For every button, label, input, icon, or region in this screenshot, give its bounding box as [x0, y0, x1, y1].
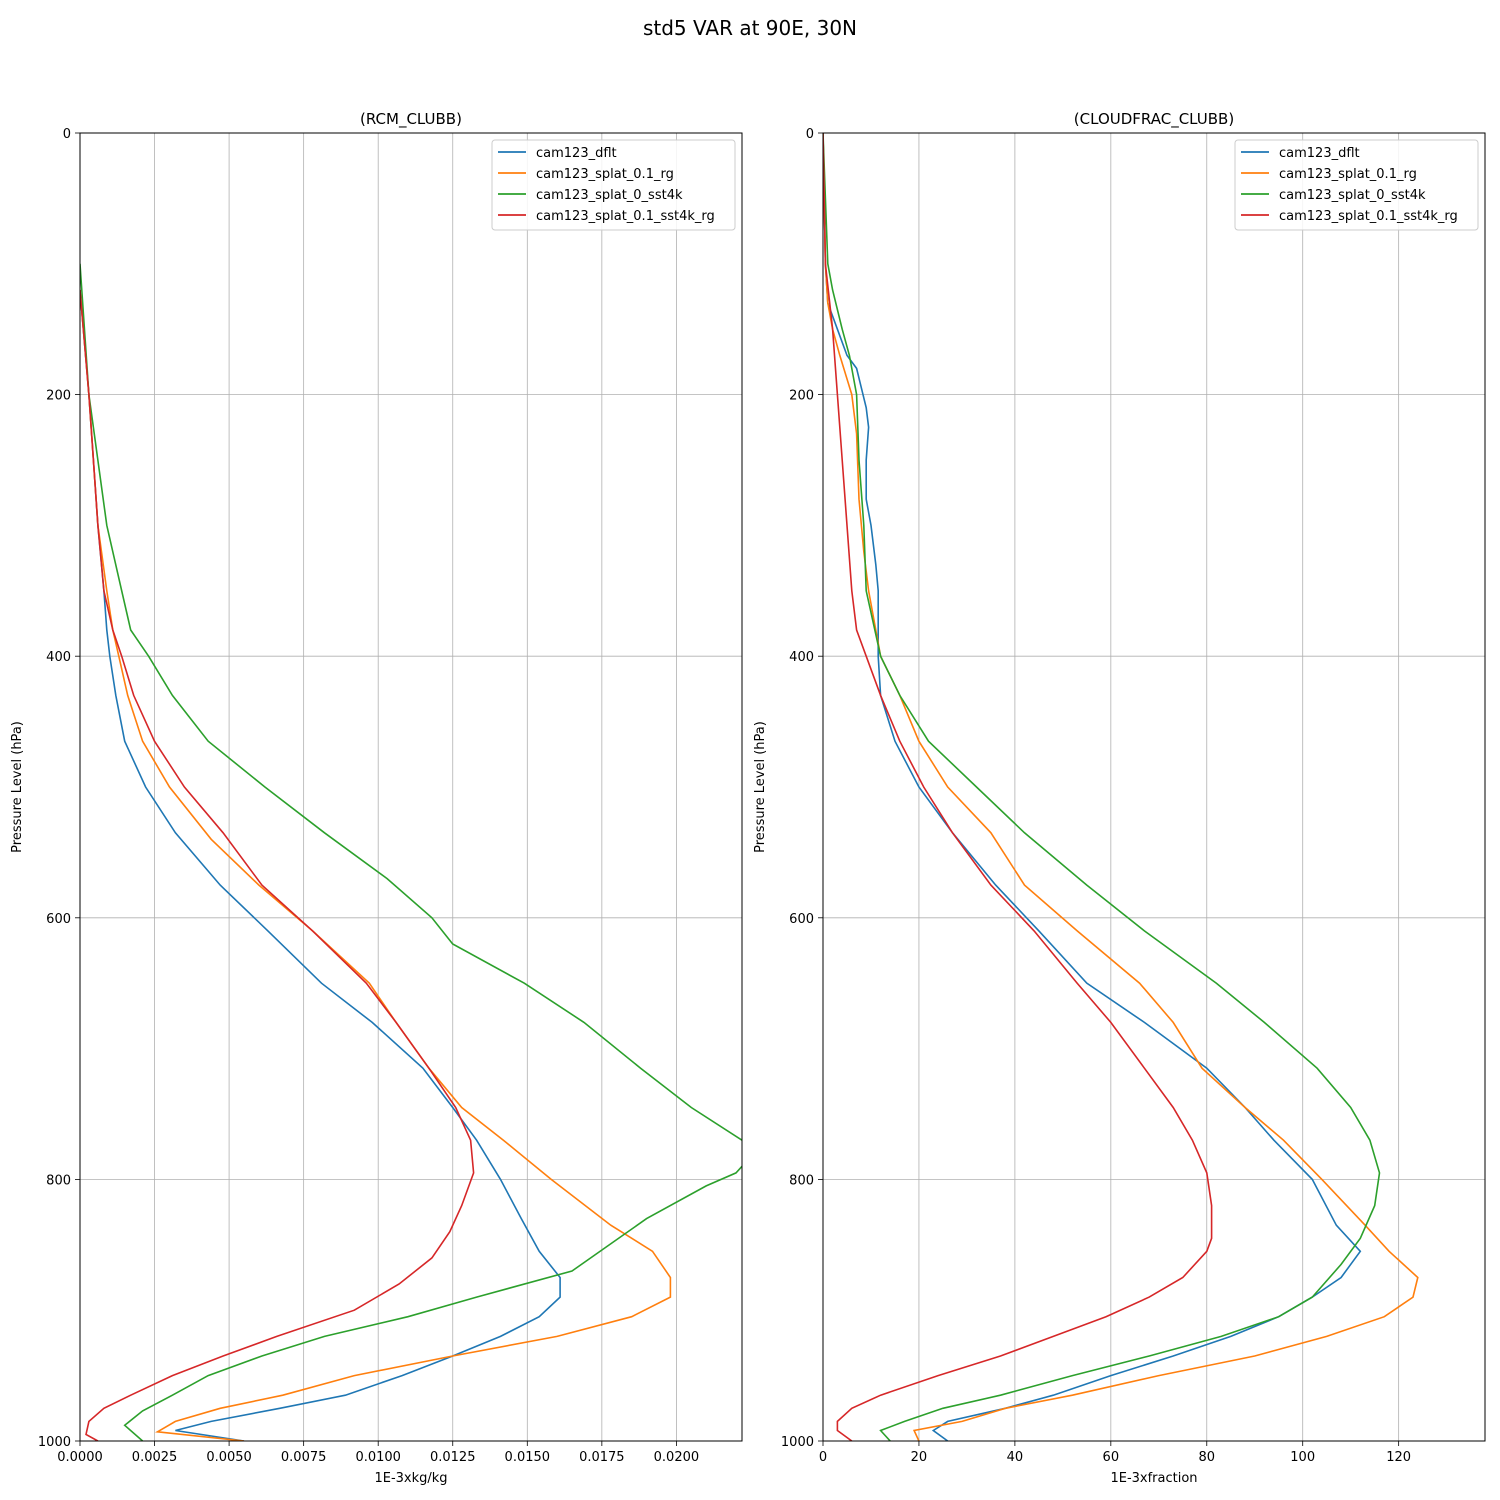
- series-line-cam123-splat-0-sst4k: [823, 133, 1381, 1441]
- x-tick-label: 20: [911, 1450, 928, 1465]
- legend-box: [1234, 139, 1479, 231]
- x-tick-label: 0.0150: [505, 1450, 551, 1465]
- y-axis-label: Pressure Level (hPa): [10, 721, 25, 853]
- x-tick-label: 120: [1386, 1450, 1411, 1465]
- legend-entry: cam123_dflt: [1279, 146, 1360, 161]
- legend-entry: cam123_splat_0_sst4k: [536, 188, 683, 203]
- x-tick-label: 0.0075: [281, 1450, 327, 1465]
- series-line-cam123-splat-0-1-rg: [80, 289, 672, 1441]
- y-tick-label: 600: [789, 912, 814, 927]
- series-line-cam123-splat-0-1-sst4k-rg: [823, 133, 1213, 1441]
- x-tick-label: 0.0200: [654, 1450, 700, 1465]
- y-tick-label: 200: [46, 389, 71, 404]
- series-line-cam123-splat-0-1-sst4k-rg: [80, 289, 475, 1441]
- legend-entry: cam123_splat_0.1_rg: [536, 167, 674, 182]
- legend-entry: cam123_splat_0.1_rg: [1279, 167, 1417, 182]
- x-tick-label: 40: [1007, 1450, 1024, 1465]
- x-tick-label: 0.0125: [430, 1450, 476, 1465]
- series-line-cam123-splat-0-sst4k: [80, 263, 742, 1441]
- legend-entry: cam123_splat_0.1_sst4k_rg: [536, 209, 715, 224]
- y-tick-label: 200: [789, 389, 814, 404]
- x-tick-label: 60: [1103, 1450, 1120, 1465]
- panel-title: (RCM_CLUBB): [360, 110, 462, 129]
- figure-suptitle: std5 VAR at 90E, 30N: [642, 16, 858, 40]
- x-tick-label: 80: [1198, 1450, 1215, 1465]
- series-line-cam123-dflt: [80, 289, 561, 1441]
- panel-rcm-clubb: 0.0000 0.0025 0.0050 0.0075 0.0100 0.0125 0.01…: [10, 110, 743, 1486]
- axes-frame: [822, 132, 1486, 1442]
- axes-frame: [79, 132, 743, 1442]
- y-tick-label: 0: [806, 127, 814, 142]
- x-tick-label: 0.0000: [57, 1450, 103, 1465]
- y-tick-label: 0: [63, 127, 71, 142]
- y-tick-label: 600: [46, 912, 71, 927]
- legend-entry: cam123_splat_0.1_sst4k_rg: [1279, 209, 1458, 224]
- legend: cam123_dflt cam123_splat_0.1_rg cam123_spl…: [1234, 139, 1479, 231]
- panel-cloudfrac-clubb: 0 20 40 60 80 100 120 0 200 400 600 800 1000 (CLOUDFR…: [753, 110, 1486, 1486]
- legend: cam123_dflt cam123_splat_0.1_rg cam123_spl…: [491, 139, 736, 231]
- legend-entry: cam123_dflt: [536, 146, 617, 161]
- series-line-cam123-splat-0-1-rg: [823, 133, 1419, 1441]
- y-tick-label: 400: [46, 650, 71, 665]
- plot-area: [823, 133, 1485, 1441]
- y-tick-label: 1000: [781, 1435, 814, 1450]
- legend-box: [491, 139, 736, 231]
- y-tick-label: 1000: [38, 1435, 71, 1450]
- y-tick-label: 800: [789, 1173, 814, 1188]
- x-tick-label: 100: [1290, 1450, 1315, 1465]
- x-axis-label: 1E-3xfraction: [1110, 1471, 1197, 1486]
- x-axis-label: 1E-3xkg/kg: [374, 1471, 447, 1486]
- series-line-cam123-dflt: [823, 133, 1362, 1441]
- panel-title: (CLOUDFRAC_CLUBB): [1074, 110, 1234, 129]
- y-tick-label: 400: [789, 650, 814, 665]
- x-tick-label: 0.0175: [579, 1450, 625, 1465]
- y-axis-label: Pressure Level (hPa): [753, 721, 768, 853]
- x-tick-label: 0.0050: [206, 1450, 252, 1465]
- legend-entry: cam123_splat_0_sst4k: [1279, 188, 1426, 203]
- x-tick-label: 0: [819, 1450, 827, 1465]
- plot-area: [80, 133, 742, 1441]
- x-tick-label: 0.0025: [132, 1450, 178, 1465]
- y-tick-label: 800: [46, 1173, 71, 1188]
- x-tick-label: 0.0100: [355, 1450, 401, 1465]
